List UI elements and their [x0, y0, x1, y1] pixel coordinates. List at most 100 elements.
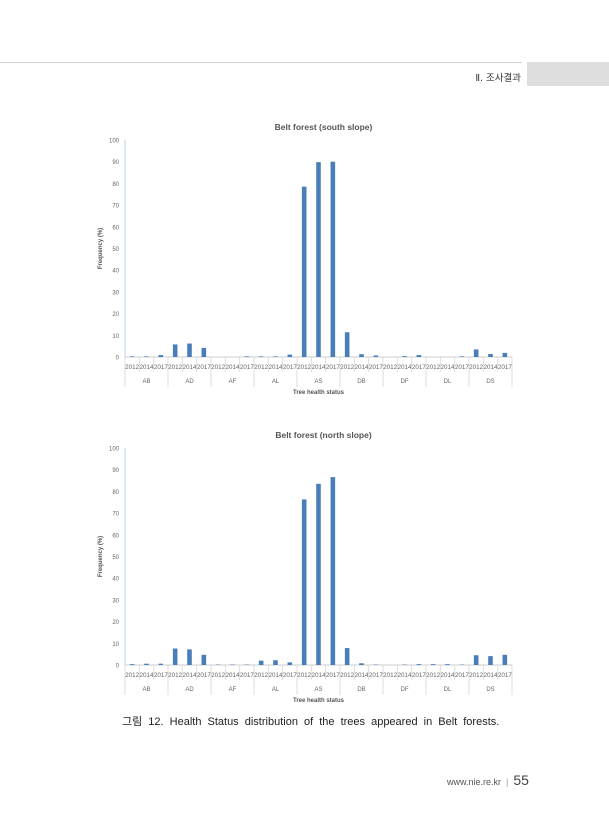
bar-AD-2017: [201, 654, 207, 665]
x-tick-label: 2014: [354, 672, 369, 679]
y-tick-label: 70: [112, 204, 119, 210]
x-tick-label: 2017: [154, 364, 169, 371]
x-tick-label: 2017: [197, 672, 212, 679]
bar-AB-2014: [144, 356, 149, 357]
bar-AB-2014: [144, 663, 149, 665]
bar-DS-2012: [473, 655, 479, 665]
y-tick-label: 0: [116, 664, 120, 670]
bar-DS-2017: [502, 654, 508, 665]
footer-separator: |: [506, 777, 509, 787]
x-tick-label: 2017: [455, 672, 470, 679]
x-group-label: AD: [185, 379, 194, 385]
y-tick-label: 100: [109, 447, 120, 453]
x-group-label: DB: [357, 379, 365, 385]
x-group-label: AS: [314, 687, 322, 693]
x-tick-label: 2014: [182, 672, 197, 679]
x-tick-label: 2012: [383, 364, 398, 371]
bar-DF-2014: [402, 356, 407, 357]
bar-AL-2014: [273, 660, 278, 665]
x-group-label: DS: [486, 379, 494, 385]
x-tick-label: 2014: [225, 672, 240, 679]
x-tick-label: 2012: [469, 672, 484, 679]
x-tick-label: 2012: [168, 672, 183, 679]
x-tick-label: 2017: [240, 672, 255, 679]
x-tick-label: 2014: [139, 364, 154, 371]
y-axis-label: Frequency (%): [98, 228, 104, 269]
x-tick-label: 2012: [125, 672, 140, 679]
bar-DB-2017: [373, 355, 379, 357]
x-tick-label: 2012: [211, 364, 226, 371]
x-group-label: AF: [229, 687, 237, 693]
bar-DF-2017: [416, 664, 422, 665]
bar-DB-2012: [344, 332, 350, 357]
x-tick-label: 2017: [283, 672, 298, 679]
section-title: Ⅱ. 조사결과: [475, 73, 521, 84]
x-tick-label: 2017: [154, 672, 169, 679]
y-tick-label: 60: [112, 225, 119, 231]
bar-AD-2014: [187, 649, 192, 665]
y-tick-label: 40: [112, 269, 119, 275]
y-tick-label: 50: [112, 247, 119, 253]
footer-url[interactable]: www.nie.re.kr: [447, 777, 502, 787]
footer: www.nie.re.kr | 55: [447, 772, 529, 788]
x-tick-label: 2017: [369, 672, 384, 679]
bar-DS-2012: [473, 349, 479, 357]
bar-DS-2017: [502, 352, 508, 357]
x-tick-label: 2012: [297, 672, 312, 679]
x-tick-label: 2012: [469, 364, 484, 371]
bar-AS-2017: [330, 161, 336, 357]
x-group-label: DF: [401, 379, 409, 385]
y-tick-label: 30: [112, 290, 119, 296]
x-group-label: AS: [314, 379, 322, 385]
x-group-label: AB: [142, 379, 150, 385]
x-group-label: DL: [444, 687, 452, 693]
header-rule: [0, 62, 522, 63]
x-axis-label: Tree health status: [293, 698, 345, 704]
y-tick-label: 80: [112, 182, 119, 188]
x-tick-label: 2014: [440, 364, 455, 371]
x-tick-label: 2017: [326, 364, 341, 371]
x-tick-label: 2014: [268, 672, 283, 679]
y-tick-label: 40: [112, 577, 119, 583]
x-tick-label: 2014: [311, 672, 326, 679]
y-tick-label: 90: [112, 468, 119, 474]
x-tick-label: 2014: [139, 672, 154, 679]
bar-AL-2017: [287, 354, 293, 357]
bar-AD-2012: [172, 648, 178, 665]
x-tick-label: 2012: [297, 364, 312, 371]
bar-AL-2014: [273, 356, 278, 357]
x-tick-label: 2014: [440, 672, 455, 679]
x-tick-label: 2017: [412, 672, 427, 679]
x-group-label: DS: [486, 687, 494, 693]
chart-title: Belt forest (south slope): [275, 122, 373, 132]
x-group-label: DL: [444, 379, 452, 385]
y-tick-label: 20: [112, 312, 119, 318]
x-tick-label: 2014: [397, 364, 412, 371]
bar-AL-2012: [258, 356, 264, 357]
x-tick-label: 2014: [311, 364, 326, 371]
bar-AS-2014: [316, 162, 321, 357]
bar-AF-2017: [244, 356, 250, 357]
x-tick-label: 2017: [197, 364, 212, 371]
bar-DF-2017: [416, 355, 422, 357]
bar-DB-2014: [359, 663, 364, 665]
figure-caption: 그림 12. Health Status distribution of the…: [122, 716, 500, 728]
chart-north-slope: Belt forest (north slope) 0 10 20 30 40 50 60 70…: [98, 430, 513, 704]
chart-title: Belt forest (north slope): [275, 430, 372, 440]
x-tick-label: 2014: [354, 364, 369, 371]
bar-AB-2017: [158, 355, 164, 357]
bar-DB-2014: [359, 354, 364, 357]
y-tick-label: 30: [112, 598, 119, 604]
x-tick-label: 2012: [254, 364, 269, 371]
y-tick-label: 10: [112, 334, 119, 340]
x-tick-label: 2017: [455, 364, 470, 371]
x-group-label: AD: [185, 687, 194, 693]
x-tick-label: 2012: [340, 672, 355, 679]
bar-DL-2017: [459, 356, 465, 357]
bar-AB-2017: [158, 663, 164, 665]
bar-AB-2012: [129, 356, 135, 357]
x-tick-label: 2014: [182, 364, 197, 371]
x-tick-label: 2012: [125, 364, 140, 371]
x-tick-label: 2017: [283, 364, 298, 371]
